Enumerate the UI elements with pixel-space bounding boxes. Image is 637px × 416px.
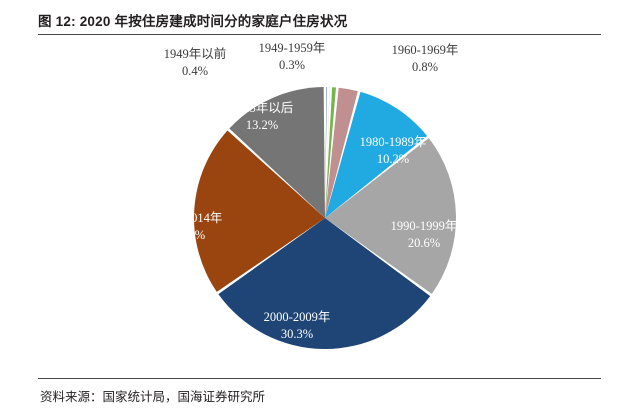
page-title: 图 12: 2020 年按住房建成时间分的家庭户住房状况 — [38, 14, 348, 29]
slice-label-name: 1960-1969年 — [392, 43, 459, 57]
slice-label-value: 20.6% — [408, 236, 440, 250]
slice-label-value: 10.2% — [377, 152, 409, 166]
slice-label-value: 0.4% — [182, 64, 208, 78]
slice-label-name: 1990-1999年 — [391, 219, 458, 233]
slice-label-name: 1949年以前 — [164, 46, 227, 61]
slice-label-name: 2015年以后 — [231, 101, 294, 115]
pie-slice[interactable] — [325, 87, 330, 218]
pie-chart: 1949年以前 0.4% 1949-1959年 0.3% 1960-1969年 0.8% 1… — [0, 36, 637, 376]
slice-label-name: 1970-1979年 — [321, 49, 388, 63]
source-note: 资料来源：国家统计局，国海证券研究所 — [40, 390, 266, 404]
pie-slices — [194, 87, 457, 350]
slice-label-value: 2.7% — [341, 66, 367, 80]
pie-chart-svg: 1949年以前 0.4% 1949-1959年 0.3% 1960-1969年 0.8% 1… — [156, 41, 459, 350]
slice-label-name: 1949-1959年 — [259, 41, 326, 55]
slice-label-name: 2000-2009年 — [264, 310, 331, 324]
pie-slice[interactable] — [325, 138, 457, 294]
slice-label-name: 1980-1989年 — [360, 135, 427, 149]
slice-label-value: 0.3% — [279, 58, 305, 72]
pie-slice[interactable] — [194, 130, 325, 292]
slice-label-value: 0.8% — [412, 60, 438, 74]
title-divider — [38, 34, 601, 35]
figure-title-bar: 图 12: 2020 年按住房建成时间分的家庭户住房状况 — [38, 12, 603, 38]
slice-label-value: 21.5% — [173, 228, 205, 242]
pie-slice[interactable] — [325, 87, 336, 218]
pie-slice[interactable] — [325, 87, 327, 219]
pie-slice[interactable] — [218, 218, 431, 350]
slice-label-value: 30.3% — [281, 327, 313, 341]
pie-slice-labels: 1949年以前 0.4% 1949-1959年 0.3% 1960-1969年 0.8% 1… — [156, 41, 459, 341]
pie-slice[interactable] — [325, 87, 358, 218]
footer-divider — [38, 378, 601, 379]
pie-slice[interactable] — [229, 87, 325, 218]
slice-label-name: 2010-2014年 — [156, 211, 223, 225]
slice-label-value: 13.2% — [246, 118, 278, 132]
pie-slice[interactable] — [325, 91, 428, 218]
